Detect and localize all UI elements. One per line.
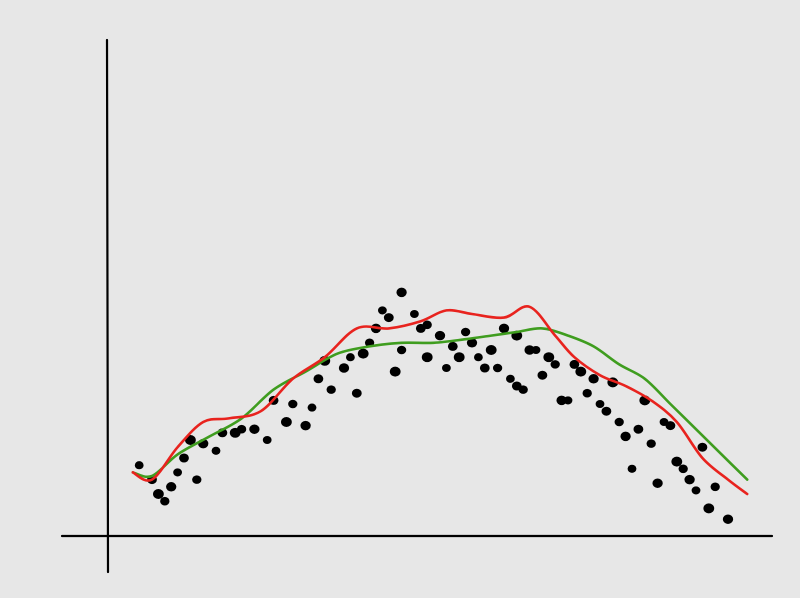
data-point [652, 478, 663, 488]
data-point [620, 431, 631, 442]
data-point [396, 345, 407, 355]
data-point [236, 424, 247, 434]
data-point [474, 353, 483, 362]
data-point [506, 374, 515, 383]
data-point [281, 417, 292, 427]
data-point [410, 309, 419, 319]
data-point [421, 352, 433, 363]
data-point [537, 370, 548, 380]
data-point [383, 313, 394, 323]
data-point [249, 424, 260, 434]
data-point [492, 363, 503, 373]
data-point [453, 352, 465, 363]
data-point [460, 327, 471, 337]
data-point [569, 359, 580, 369]
data-point [710, 482, 720, 492]
data-point [498, 323, 510, 334]
data-point [179, 453, 189, 463]
data-point [313, 374, 324, 384]
data-point [722, 514, 734, 524]
data-point [582, 388, 592, 398]
data-point [288, 399, 298, 409]
x-axis [60, 534, 774, 538]
data-point [691, 486, 701, 495]
data-point [357, 348, 369, 359]
data-point [524, 345, 535, 355]
data-point [678, 464, 688, 474]
data-point [697, 442, 708, 452]
data-point [627, 464, 637, 473]
data-point [326, 385, 336, 394]
data-point [160, 496, 170, 506]
y-axis [105, 38, 110, 574]
data-point [703, 503, 715, 514]
data-point [166, 482, 177, 492]
data-point [684, 474, 695, 485]
data-point [614, 417, 624, 427]
data-point [479, 363, 490, 373]
data-point [378, 306, 387, 315]
data-point [389, 366, 401, 377]
data-point [153, 489, 164, 499]
data-point [601, 406, 612, 416]
data-point [518, 385, 528, 394]
red-curve [131, 305, 749, 496]
data-point [447, 341, 458, 351]
data-point [550, 360, 560, 369]
data-point [466, 338, 478, 348]
data-point [346, 353, 355, 362]
data-point [307, 403, 317, 412]
data-point [665, 421, 676, 431]
data-point [434, 330, 446, 341]
data-point [595, 399, 605, 409]
data-point [134, 461, 144, 470]
axes [60, 38, 774, 574]
data-point [338, 363, 350, 373]
data-point [485, 345, 497, 355]
data-point [588, 374, 599, 384]
data-point [396, 287, 407, 298]
data-point [633, 424, 644, 434]
data-point [556, 395, 567, 406]
trend-curves [131, 305, 749, 496]
green-curve [131, 327, 749, 481]
data-point [351, 388, 362, 398]
data-point [563, 396, 573, 405]
data-point [173, 468, 183, 477]
data-point [442, 363, 451, 373]
data-point [211, 446, 221, 455]
data-point [300, 420, 311, 431]
data-point [543, 352, 555, 363]
data-point [575, 366, 587, 377]
data-point [531, 345, 541, 355]
data-point [671, 456, 683, 467]
data-point [646, 439, 656, 448]
data-point [262, 435, 272, 445]
data-point [192, 475, 202, 484]
data-point [422, 320, 432, 330]
